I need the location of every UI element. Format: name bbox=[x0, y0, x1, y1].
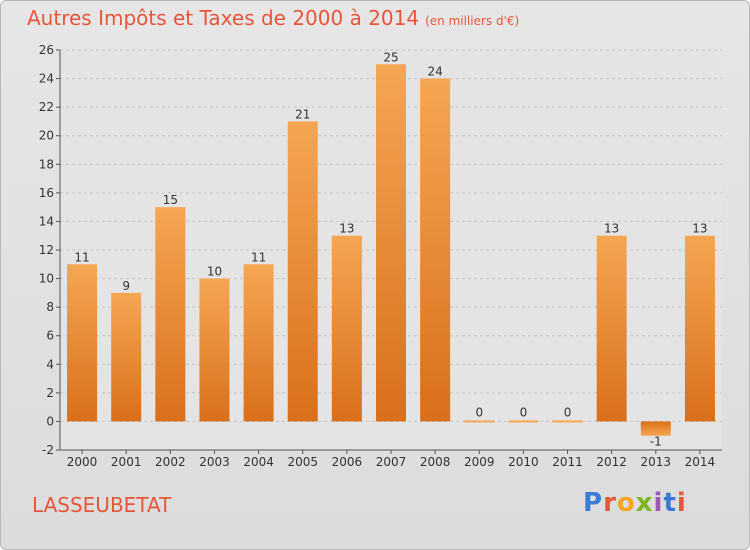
y-tick-label: 20 bbox=[39, 129, 54, 143]
title-text: Autres Impôts et Taxes de 2000 à 2014 bbox=[27, 6, 420, 30]
bar bbox=[684, 235, 715, 422]
bar bbox=[199, 278, 230, 422]
y-tick-label: 24 bbox=[39, 72, 54, 86]
bar-value-label: 21 bbox=[295, 107, 310, 121]
y-tick-label: 8 bbox=[46, 300, 54, 314]
logo-letter: x bbox=[635, 488, 654, 518]
y-tick-label: 16 bbox=[39, 186, 54, 200]
x-tick-label: 2002 bbox=[155, 455, 186, 469]
proxiti-logo: Proxiti bbox=[583, 488, 687, 518]
logo-letter: i bbox=[653, 488, 664, 518]
bar bbox=[508, 420, 539, 423]
bar bbox=[376, 64, 406, 422]
bar bbox=[287, 121, 318, 422]
bar bbox=[420, 78, 451, 422]
bar-value-label: -1 bbox=[650, 435, 662, 449]
bar-value-label: 13 bbox=[604, 222, 619, 236]
logo-letter: r bbox=[603, 488, 617, 518]
bar-value-label: 13 bbox=[339, 222, 354, 236]
x-tick-label: 2012 bbox=[596, 455, 627, 469]
bar bbox=[640, 421, 671, 436]
bar-value-label: 9 bbox=[122, 279, 130, 293]
bar bbox=[155, 207, 186, 422]
x-tick-label: 2007 bbox=[376, 455, 407, 469]
logo-letter: P bbox=[583, 488, 604, 518]
y-tick-label: 12 bbox=[39, 243, 54, 257]
x-tick-label: 2009 bbox=[464, 455, 495, 469]
bar-value-label: 0 bbox=[475, 405, 483, 419]
x-tick-label: 2008 bbox=[420, 455, 451, 469]
y-tick-label: -2 bbox=[42, 443, 54, 457]
x-tick-label: 2014 bbox=[685, 455, 716, 469]
x-tick-label: 2005 bbox=[287, 455, 318, 469]
bar-value-label: 24 bbox=[427, 65, 442, 79]
bar-value-label: 11 bbox=[251, 250, 266, 264]
y-tick-label: 6 bbox=[46, 329, 54, 343]
logo-letter: i bbox=[676, 488, 687, 518]
y-tick-label: 10 bbox=[39, 272, 54, 286]
y-tick-label: 22 bbox=[39, 100, 54, 114]
bar bbox=[596, 235, 627, 422]
x-tick-label: 2011 bbox=[552, 455, 583, 469]
x-tick-label: 2004 bbox=[243, 455, 274, 469]
x-tick-label: 2000 bbox=[67, 455, 98, 469]
bar-value-label: 15 bbox=[163, 193, 178, 207]
logo-letter: o bbox=[616, 488, 636, 518]
bar bbox=[331, 235, 362, 422]
x-tick-label: 2013 bbox=[641, 455, 672, 469]
y-tick-label: 26 bbox=[39, 43, 54, 57]
bar-value-label: 10 bbox=[207, 265, 222, 279]
chart-title: Autres Impôts et Taxes de 2000 à 2014 (en… bbox=[27, 6, 519, 30]
x-tick-label: 2010 bbox=[508, 455, 539, 469]
x-tick-label: 2003 bbox=[199, 455, 230, 469]
bar bbox=[243, 264, 274, 422]
title-unit: (en milliers d'€) bbox=[425, 14, 520, 28]
bar bbox=[67, 264, 98, 422]
y-tick-label: 18 bbox=[39, 157, 54, 171]
y-tick-label: 2 bbox=[46, 386, 54, 400]
bar-value-label: 13 bbox=[692, 222, 707, 236]
bar-value-label: 25 bbox=[383, 50, 398, 64]
bar-value-label: 11 bbox=[74, 250, 89, 264]
y-tick-label: 0 bbox=[46, 414, 54, 428]
bar bbox=[111, 292, 142, 422]
bar-value-label: 0 bbox=[520, 405, 528, 419]
y-tick-label: 4 bbox=[46, 357, 54, 371]
x-tick-label: 2001 bbox=[111, 455, 142, 469]
bar bbox=[552, 420, 583, 423]
logo-letter: t bbox=[663, 488, 677, 518]
bar bbox=[464, 420, 495, 423]
y-tick-label: 14 bbox=[39, 214, 54, 228]
bar-value-label: 0 bbox=[564, 405, 572, 419]
x-tick-label: 2006 bbox=[332, 455, 363, 469]
commune-name: LASSEUBETAT bbox=[32, 493, 172, 517]
